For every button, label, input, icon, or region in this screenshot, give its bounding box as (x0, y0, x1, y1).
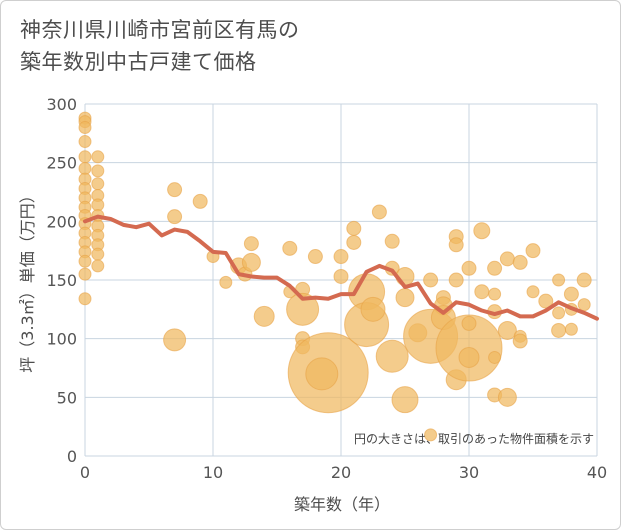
bubble-point (219, 275, 233, 289)
bubble-point (167, 209, 183, 225)
y-tick-label: 50 (57, 388, 77, 407)
y-tick-label: 0 (67, 447, 77, 466)
bubble-point (552, 273, 566, 287)
y-axis-label: 坪（3.3㎡）単価（万円） (18, 187, 37, 372)
y-tick-labels: 0 50 100 150 200 250 300 (46, 95, 77, 466)
average-trend-line (83, 214, 599, 321)
y-tick-label: 200 (46, 212, 77, 231)
bubble-point (525, 243, 541, 259)
chart-title-line-2: 築年数別中古戸建て価格 (20, 50, 257, 74)
bubble-point (526, 285, 540, 299)
bubble-point (282, 240, 298, 256)
bubble-point (551, 322, 567, 338)
x-tick-labels: 0 10 20 30 40 (80, 463, 607, 482)
bubble-point (91, 164, 105, 178)
bubble-point (78, 254, 92, 268)
bubble-point (448, 237, 464, 253)
bubble-point (512, 333, 528, 349)
bubble-point (461, 260, 477, 276)
bubble-point (371, 204, 387, 220)
bubble-point (346, 234, 362, 250)
chart-title-line-1: 神奈川県川崎市宮前区有馬の (20, 18, 300, 42)
bubble-point (167, 182, 183, 198)
bubble-point (424, 428, 438, 442)
bubble-point (564, 322, 578, 336)
trend-line-layer (83, 214, 599, 321)
bubble-point (163, 328, 187, 352)
bubble-point (241, 252, 261, 272)
bubble-point (286, 292, 320, 326)
bubble-point (577, 298, 591, 312)
bubble-point (552, 306, 566, 320)
bubble-point (473, 222, 491, 240)
y-tick-label: 250 (46, 154, 77, 173)
bubble-point (384, 233, 400, 249)
bubble-point (78, 150, 92, 164)
bubble-point (499, 251, 515, 267)
bubble-point (423, 272, 439, 288)
y-tick-label: 300 (46, 95, 77, 114)
bubble-point (91, 247, 105, 261)
bubble-point (448, 272, 464, 288)
bubble-point (78, 120, 92, 134)
bubble-point (91, 177, 105, 191)
x-axis-label: 築年数（年） (294, 495, 390, 514)
bubble-point (512, 254, 528, 270)
y-tick-label: 150 (46, 271, 77, 290)
bubble-point (192, 193, 208, 209)
bubble-point (243, 236, 259, 252)
bubble-point (538, 293, 554, 309)
bubble-point (461, 315, 477, 331)
bubble-point (78, 292, 92, 306)
bubble-point (487, 260, 503, 276)
bubble-point (305, 357, 339, 391)
bubble-point (576, 272, 592, 288)
bubble-point (360, 296, 386, 322)
bubble-point (497, 387, 517, 407)
bubble-point (497, 320, 517, 340)
x-tick-label: 20 (331, 463, 351, 482)
bubble-point (458, 346, 480, 368)
x-tick-label: 40 (587, 463, 607, 482)
y-tick-label: 100 (46, 330, 77, 349)
bubble-layer (78, 111, 592, 442)
x-tick-label: 30 (459, 463, 479, 482)
x-tick-label: 10 (203, 463, 223, 482)
bubble-point (474, 284, 490, 300)
chart-title: 神奈川県川崎市宮前区有馬の 築年数別中古戸建て価格 (20, 14, 400, 78)
bubble-point (391, 386, 419, 414)
bubble-point (91, 259, 105, 273)
bubble-point (307, 249, 323, 265)
size-note: 円の大きさは、取引のあった物件面積を示す (354, 431, 594, 446)
bubble-point (563, 286, 579, 302)
bubble-point (91, 150, 105, 164)
bubble-point (78, 267, 92, 281)
bubble-point (333, 268, 349, 284)
bubble-point (395, 288, 415, 308)
bubble-point (346, 220, 362, 236)
bubble-point (375, 339, 409, 373)
bubble-point (488, 287, 502, 301)
bubble-point (488, 350, 502, 364)
bubble-point (78, 135, 92, 149)
bubble-point (333, 249, 349, 265)
x-tick-label: 0 (80, 463, 90, 482)
bubble-point (253, 305, 275, 327)
